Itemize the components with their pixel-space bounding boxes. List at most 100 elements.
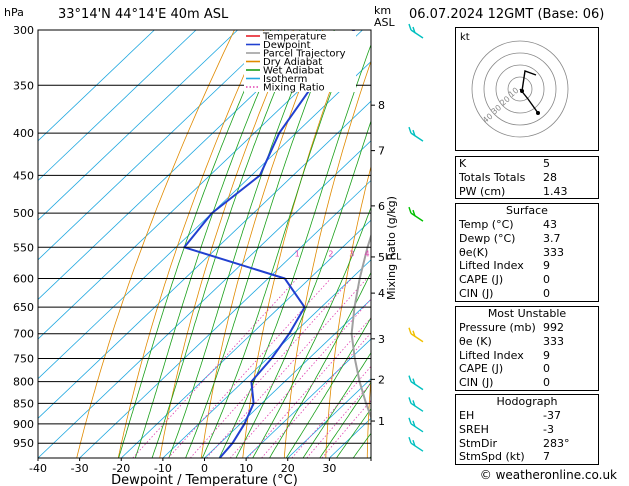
wet-adiabat-line (336, 408, 371, 458)
wind-barb-feather (408, 206, 412, 214)
wind-barb-staff (410, 333, 424, 343)
pressure-tick-label: 950 (13, 437, 34, 450)
mixing-ratio-line (306, 382, 371, 458)
mixing-ratio-line (190, 278, 352, 458)
pressure-tick-label: 650 (13, 301, 34, 314)
hodograph-unit-label: kt (460, 32, 470, 43)
mixing-ratio-axis-label: Mixing Ratio (g/kg) (385, 196, 398, 300)
table-row-label: θe(K) (459, 245, 489, 259)
km-tick-label: 5 (378, 251, 385, 264)
table-row: CAPE (J) 0 (456, 273, 598, 287)
table-row: CAPE (J) 0 (456, 362, 598, 376)
datetime-label: 06.07.2024 12GMT (Base: 06) (409, 7, 605, 22)
wind-barb-staff (410, 381, 424, 391)
table-row-value: 7 (543, 450, 550, 464)
legend-label: Isotherm (263, 74, 307, 85)
km-tick-label: 2 (378, 373, 385, 386)
wind-barb-feather (408, 375, 412, 382)
isotherm-line (38, 30, 197, 182)
x-tick-label: -10 (154, 462, 172, 475)
location-label: 33°14'N 44°14'E 40m ASL (58, 7, 229, 22)
pressure-tick-label: 850 (13, 397, 34, 410)
km-tick-label: 4 (378, 287, 385, 300)
table-row: StmDir 283° (456, 437, 598, 451)
pressure-tick-label: 400 (13, 127, 34, 140)
table-row-label: CIN (J) (459, 376, 494, 390)
indices-table: K 5 Totals Totals 28 PW (cm) 1.43 (455, 156, 599, 200)
wind-barb-feather (412, 26, 416, 34)
pressure-tick-label: 750 (13, 352, 34, 365)
plot-area: 12346810162025 (38, 30, 618, 458)
table-row-label: θe (K) (459, 334, 492, 348)
legend-label: Dry Adiabat (263, 57, 322, 68)
wind-barb-icon (408, 436, 424, 452)
wet-adiabat-line (285, 316, 371, 458)
table-row-label: StmSpd (kt) (459, 450, 525, 464)
wet-adiabat-line (185, 30, 335, 458)
table-row-value: 1.43 (543, 184, 568, 198)
table-row-value: 28 (543, 170, 557, 184)
isotherm-line (38, 30, 155, 142)
hodograph-ring-label: 10 (507, 86, 521, 99)
table-row: Pressure (mb) 992 (456, 321, 598, 335)
wind-barb-feather (412, 209, 416, 217)
table-section-title: Surface (506, 204, 548, 217)
wind-barb-staff (410, 29, 424, 39)
wind-barb-icon (408, 23, 424, 39)
pressure-tick-label: 600 (13, 272, 34, 285)
most-unstable-table: Most Unstable Pressure (mb) 992 θe (K) 333 Li… (455, 306, 599, 391)
table-row-value: 992 (543, 321, 564, 334)
isotherm-line (38, 61, 371, 380)
isotherm-line (38, 30, 280, 261)
table-row: θe (K) 333 (456, 335, 598, 349)
dry-adiabat-line (366, 372, 371, 458)
table-section-title: Hodograph (496, 395, 558, 408)
table-row-value: 3.7 (543, 231, 561, 245)
x-tick-label: 10 (239, 462, 253, 475)
km-tick-label: 6 (378, 200, 385, 213)
table-row-value: 0 (543, 286, 550, 300)
x-tick-label: -40 (29, 462, 47, 475)
wind-barb-icon (408, 206, 424, 222)
hodograph-ring (483, 52, 557, 126)
wind-barb-feather (408, 417, 412, 425)
wind-barb-feather (408, 23, 412, 31)
pressure-tick-label: 350 (13, 79, 34, 92)
mixing-ratio-line (229, 298, 371, 458)
dry-adiabat-line (117, 30, 265, 458)
x-tick-label: -20 (112, 462, 130, 475)
legend-label: Temperature (262, 32, 326, 43)
hodograph-ring (471, 40, 569, 138)
table-row: Lifted Index 9 (456, 259, 598, 273)
dry-adiabat-line (598, 30, 618, 458)
dry-adiabat-line (159, 30, 294, 458)
legend-label: Wet Adiabat (263, 66, 324, 77)
table-row-value: 9 (543, 348, 550, 362)
km-tick-label: 3 (378, 333, 385, 346)
legend-label: Parcel Trajectory (263, 49, 346, 60)
pressure-tick-label: 550 (13, 241, 34, 254)
legend-label: Mixing Ratio (263, 83, 325, 94)
legend-background (244, 31, 356, 92)
table-row-value: 283° (543, 436, 570, 450)
pressure-tick-label: 900 (13, 418, 34, 431)
table-row-label: Temp (°C) (459, 218, 514, 231)
hodograph-panel: kt 10 20 30 40 (455, 27, 599, 151)
wind-barb-feather (412, 400, 416, 407)
isotherm-line (162, 259, 371, 458)
wind-barb-staff (410, 402, 424, 412)
wind-barb-icon (408, 126, 424, 142)
isotherm-line (120, 219, 371, 458)
mixing-ratio-line (206, 278, 368, 458)
wind-barb-icon (408, 327, 424, 343)
table-row-label: CIN (J) (459, 286, 494, 300)
mixing-ratio-line (321, 399, 371, 458)
table-row-value: 0 (543, 273, 550, 287)
x-tick-label: -30 (71, 462, 89, 475)
isotherm-line (38, 100, 371, 419)
table-row: StmSpd (kt) 7 (456, 450, 598, 464)
wind-barb-staff (410, 442, 424, 452)
table-row: EH -37 (456, 409, 598, 423)
wind-barb-feather (412, 330, 416, 337)
